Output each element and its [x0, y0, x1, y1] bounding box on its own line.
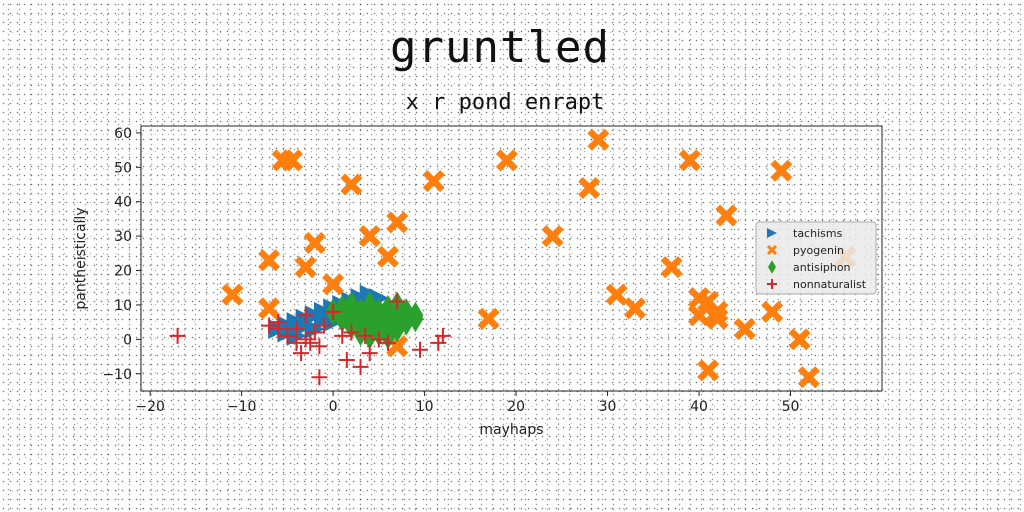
- antisiphon-point: [343, 291, 360, 319]
- nonnaturalist-point: [315, 317, 332, 334]
- x-tick-label: 10: [416, 399, 434, 415]
- antisiphon-point: [407, 305, 424, 333]
- chart-marks: [169, 128, 857, 389]
- pyogenin-point: [697, 359, 720, 382]
- y-tick-label: 30: [114, 229, 132, 245]
- legend-marker-tachisms: [767, 228, 777, 238]
- x-tick-label: −10: [227, 399, 257, 415]
- y-tick-label: 20: [114, 264, 132, 280]
- x-tick-label: 20: [507, 399, 525, 415]
- pyogenin-point: [294, 256, 317, 279]
- legend-box: [755, 221, 877, 295]
- pyogenin-point: [733, 318, 756, 341]
- pyogenin-point: [477, 307, 500, 330]
- nonnaturalist-point: [352, 358, 369, 375]
- y-axis-label: pantheistically: [73, 207, 89, 309]
- legend-label: antisiphon: [793, 261, 851, 274]
- x-tick-label: 0: [329, 399, 338, 415]
- pyogenin-point: [258, 297, 281, 320]
- nonnaturalist-point: [430, 334, 447, 351]
- nonnaturalist-point: [361, 345, 378, 362]
- pyogenin-point: [422, 170, 445, 193]
- nonnaturalist-point: [261, 317, 278, 334]
- pyogenin-point: [340, 173, 363, 196]
- plot-frame: [140, 125, 883, 392]
- legend: tachisms pyogenin antisiphon nonnaturalist: [755, 221, 877, 295]
- pyogenin-point: [605, 283, 628, 306]
- legend-label: pyogenin: [793, 244, 844, 257]
- pyogenin-point: [660, 256, 683, 279]
- legend-label: tachisms: [793, 227, 843, 240]
- pyogenin-point: [761, 300, 784, 323]
- x-tick-label: 40: [690, 399, 708, 415]
- y-tick-label: 40: [114, 195, 132, 211]
- y-tick-label: −10: [102, 367, 132, 383]
- nonnaturalist-point: [370, 331, 387, 348]
- pyogenin-point: [322, 273, 345, 296]
- pyogenin-point: [624, 297, 646, 320]
- pyogenin-point: [797, 366, 820, 389]
- pyogenin-point: [678, 149, 701, 172]
- y-tick-label: 50: [114, 160, 132, 176]
- legend-marker-antisiphon: [768, 260, 776, 274]
- nonnaturalist-point: [389, 293, 406, 310]
- legend-marker-nonnaturalist: [767, 279, 777, 289]
- pyogenin-point: [788, 328, 811, 351]
- nonnaturalist-point: [306, 324, 323, 341]
- x-axis-label: mayhaps: [479, 422, 543, 438]
- pyogenin-point: [377, 245, 399, 268]
- nonnaturalist-point: [343, 324, 360, 341]
- pyogenin-point: [221, 283, 244, 306]
- pyogenin-point: [706, 300, 729, 323]
- nonnaturalist-point: [297, 307, 314, 324]
- x-tick-label: 50: [782, 399, 800, 415]
- nonnaturalist-point: [169, 327, 186, 344]
- nonnaturalist-point: [434, 327, 451, 344]
- nonnaturalist-point: [311, 369, 328, 386]
- y-axis-ticks: −10 0 10 20 30 40 50 60: [102, 126, 141, 383]
- pyogenin-point: [358, 225, 381, 248]
- legend-marker-pyogenin: [767, 245, 777, 255]
- pyogenin-point: [578, 176, 601, 199]
- nonnaturalist-point: [412, 341, 429, 358]
- nonnaturalist-point: [279, 327, 296, 344]
- nonnaturalist-point: [338, 352, 355, 369]
- chart-title: gruntled: [390, 22, 610, 73]
- nonnaturalist-point: [302, 334, 319, 351]
- nonnaturalist-point: [293, 345, 310, 362]
- pyogenin-point: [541, 225, 564, 248]
- x-tick-label: 30: [599, 399, 617, 415]
- nonnaturalist-point: [270, 321, 287, 338]
- pyogenin-point: [688, 304, 711, 327]
- x-tick-label: −20: [135, 399, 165, 415]
- pyogenin-point: [258, 249, 281, 272]
- pyogenin-point: [587, 128, 610, 151]
- nonnaturalist-point: [380, 334, 396, 351]
- y-tick-label: 60: [114, 126, 132, 142]
- pyogenin-point: [770, 159, 793, 182]
- pyogenin-point: [303, 232, 326, 255]
- nonnaturalist-point: [357, 327, 374, 344]
- nonnaturalist-point: [325, 303, 342, 320]
- pyogenin-point: [280, 149, 303, 172]
- nonnaturalist-point: [334, 327, 351, 344]
- nonnaturalist-point: [288, 321, 305, 338]
- pyogenin-point: [495, 149, 518, 172]
- antisiphon-point: [361, 291, 378, 319]
- y-tick-label: 10: [114, 298, 132, 314]
- pyogenin-point: [386, 211, 409, 234]
- pyogenin-point: [715, 204, 738, 227]
- chart-subtitle: x r pond enrapt: [405, 90, 605, 115]
- nonnaturalist-point: [311, 338, 328, 355]
- legend-label: nonnaturalist: [793, 278, 867, 291]
- x-axis-ticks: −20 −10 0 10 20 30 40 50: [135, 391, 799, 415]
- y-tick-label: 0: [123, 332, 132, 348]
- nonnaturalist-point: [288, 334, 305, 351]
